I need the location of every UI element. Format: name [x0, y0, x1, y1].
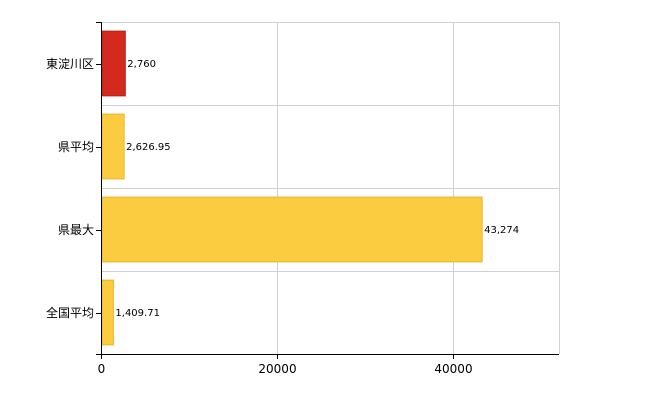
data-label: 2,626.95	[126, 142, 171, 153]
bar	[101, 30, 126, 97]
y-tick-label: 全国平均	[46, 305, 94, 320]
data-label: 1,409.71	[115, 308, 160, 319]
axes	[96, 22, 559, 359]
x-tick-label: 40000	[434, 362, 472, 376]
bar	[101, 113, 125, 180]
x-tick-label: 20000	[258, 362, 296, 376]
bar	[101, 196, 483, 263]
bar	[101, 279, 114, 346]
data-label: 2,760	[127, 59, 156, 70]
grid-lines	[101, 22, 560, 354]
x-tick-label: 0	[98, 362, 106, 376]
bars	[101, 30, 483, 346]
y-tick-label: 東淀川区	[46, 57, 94, 71]
y-tick-label: 県最大	[58, 223, 94, 237]
y-tick-label: 県平均	[58, 140, 94, 154]
data-label: 43,274	[484, 225, 519, 236]
labels: 2,760 東淀川区 2,626.95 県平均 43,274 県最大 1,409.71 全国平…	[46, 57, 519, 376]
